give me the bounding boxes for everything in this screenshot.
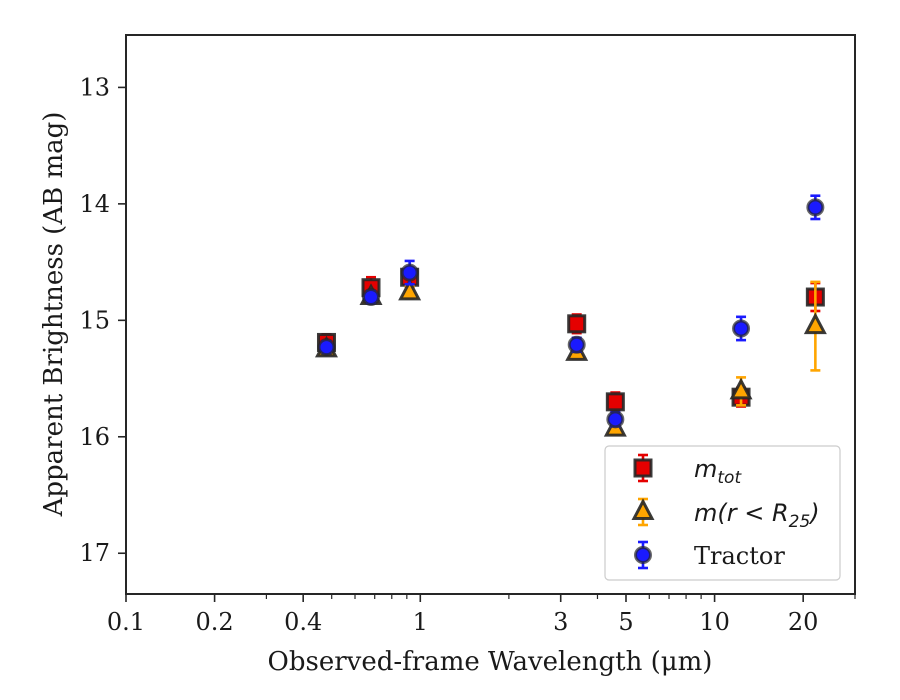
y-tick-label: 17	[79, 539, 110, 567]
legend-box	[604, 445, 841, 581]
legend-label: m(r < R25)	[694, 499, 820, 532]
circle-marker	[732, 319, 751, 338]
circle-marker	[567, 335, 586, 354]
x-tick-label: 1	[413, 608, 428, 636]
x-tick-label: 0.4	[284, 608, 322, 636]
x-tick-label: 3	[553, 608, 568, 636]
legend: mtot m(r < R25) Tractor	[604, 445, 841, 581]
legend-triangle-marker	[631, 498, 655, 520]
y-tick-label: 15	[79, 306, 110, 334]
y-tick-label: 16	[79, 423, 110, 451]
square-marker	[567, 314, 587, 334]
x-axis-ticks: 0.1 0.2 0.4 1 3 5 10 20	[107, 594, 856, 636]
series-circle	[317, 194, 825, 429]
legend-circle-marker	[634, 546, 652, 564]
x-tick-label: 5	[618, 608, 633, 636]
x-tick-label: 20	[788, 608, 819, 636]
data-markers	[314, 194, 827, 437]
triangle-marker	[803, 312, 827, 335]
y-tick-label: 13	[79, 73, 110, 101]
y-tick-label: 14	[79, 190, 110, 218]
circle-marker	[317, 338, 336, 357]
circle-marker	[362, 288, 381, 307]
triangle-marker	[729, 377, 753, 400]
triangle-marker	[398, 278, 422, 301]
x-axis-label: Observed-frame Wavelength (μm)	[268, 647, 713, 677]
x-tick-label: 0.1	[107, 608, 145, 636]
legend-square-marker	[633, 458, 653, 478]
legend-label: mtot	[694, 455, 742, 488]
y-axis-label: Apparent Brightness (AB mag)	[39, 112, 69, 518]
x-tick-label: 0.2	[196, 608, 234, 636]
x-tick-label: 10	[699, 608, 730, 636]
circle-marker	[606, 410, 625, 429]
square-marker	[605, 392, 625, 412]
legend-label: Tractor	[694, 542, 785, 570]
plot-frame	[125, 34, 856, 595]
circle-marker	[806, 198, 825, 217]
y-axis-ticks: 13 14 15 16 17	[79, 73, 126, 567]
circle-marker	[400, 263, 419, 282]
